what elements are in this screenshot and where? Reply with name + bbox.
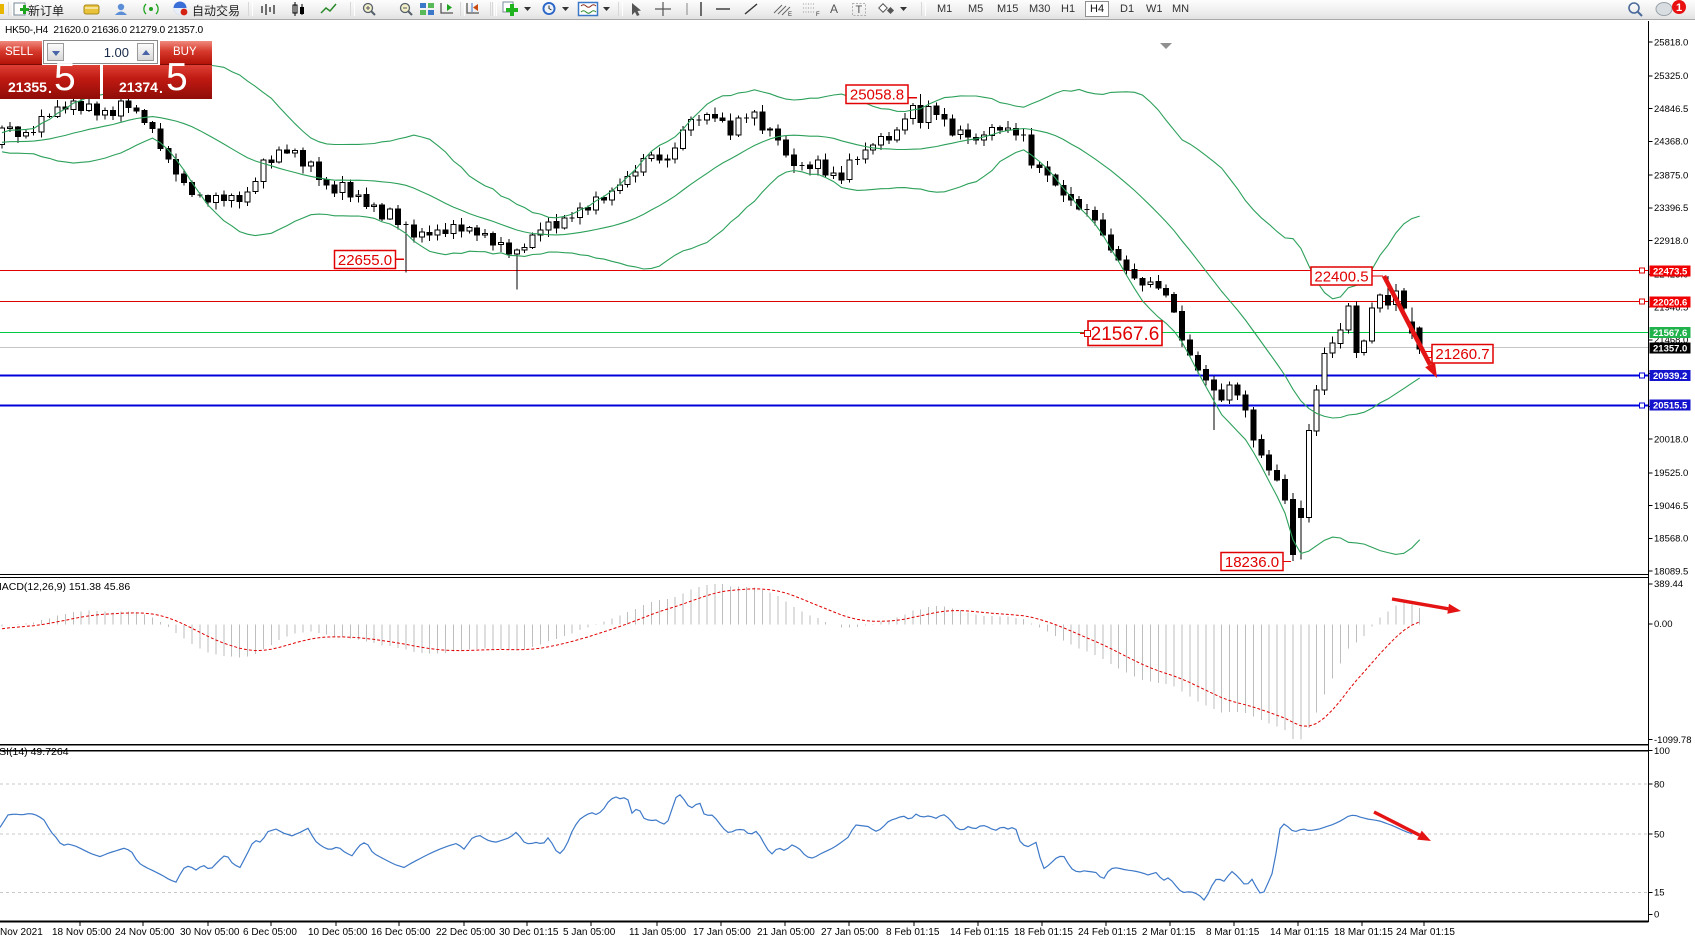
svg-text:24 Nov 05:00: 24 Nov 05:00: [115, 927, 175, 938]
svg-text:20515.5: 20515.5: [1653, 400, 1688, 411]
svg-text:24846.5: 24846.5: [1654, 104, 1688, 115]
svg-text:T: T: [856, 4, 863, 16]
svg-text:17 Jan 05:00: 17 Jan 05:00: [693, 927, 751, 938]
svg-text:21946.5: 21946.5: [1654, 302, 1688, 313]
svg-text:22 Dec 05:00: 22 Dec 05:00: [436, 927, 496, 938]
svg-text:20018.0: 20018.0: [1654, 434, 1688, 445]
svg-text:15: 15: [1654, 888, 1665, 899]
svg-text:21567.6: 21567.6: [1091, 324, 1160, 345]
svg-text:21357.0: 21357.0: [1653, 343, 1687, 354]
svg-text:2 Mar 01:15: 2 Mar 01:15: [1142, 927, 1196, 938]
svg-text:0: 0: [1654, 910, 1659, 921]
svg-text:22918.0: 22918.0: [1654, 236, 1688, 247]
svg-text:14 Mar 01:15: 14 Mar 01:15: [1270, 927, 1329, 938]
svg-text:18 Mar 01:15: 18 Mar 01:15: [1334, 927, 1393, 938]
svg-text:23396.5: 23396.5: [1654, 203, 1688, 214]
svg-text:14 Feb 01:15: 14 Feb 01:15: [950, 927, 1009, 938]
svg-text:25058.8: 25058.8: [850, 87, 904, 104]
svg-text:22400.5: 22400.5: [1314, 268, 1368, 285]
svg-text:19046.5: 19046.5: [1654, 501, 1688, 512]
svg-text:10 Dec 05:00: 10 Dec 05:00: [308, 927, 368, 938]
svg-text:24 Feb 01:15: 24 Feb 01:15: [1078, 927, 1137, 938]
svg-text:18236.0: 18236.0: [1225, 554, 1279, 571]
svg-text:18089.5: 18089.5: [1654, 566, 1688, 577]
svg-text:50: 50: [1654, 829, 1665, 840]
svg-text:100: 100: [1654, 746, 1670, 757]
svg-text:30 Dec 01:15: 30 Dec 01:15: [499, 927, 559, 938]
svg-text:F: F: [816, 12, 820, 18]
svg-text:A: A: [830, 2, 838, 16]
svg-text:22655.0: 22655.0: [338, 252, 392, 269]
svg-text:16 Dec 05:00: 16 Dec 05:00: [371, 927, 431, 938]
svg-text:8 Feb 01:15: 8 Feb 01:15: [886, 927, 940, 938]
svg-text:Nov 2021: Nov 2021: [0, 927, 43, 938]
svg-text:22020.6: 22020.6: [1653, 297, 1687, 308]
svg-text:24368.0: 24368.0: [1654, 137, 1688, 148]
svg-text:21 Jan 05:00: 21 Jan 05:00: [757, 927, 815, 938]
svg-text:27 Jan 05:00: 27 Jan 05:00: [821, 927, 879, 938]
svg-text:21468.0: 21468.0: [1654, 335, 1688, 346]
svg-text:30 Nov 05:00: 30 Nov 05:00: [180, 927, 240, 938]
svg-text:80: 80: [1654, 779, 1665, 790]
svg-text:23875.0: 23875.0: [1654, 170, 1688, 181]
svg-text:E: E: [788, 12, 792, 18]
svg-text:MACD(12,26,9) 151.38 45.86: MACD(12,26,9) 151.38 45.86: [0, 581, 130, 593]
svg-text:18 Feb 01:15: 18 Feb 01:15: [1014, 927, 1073, 938]
svg-text:1: 1: [1676, 2, 1682, 14]
svg-text:25325.0: 25325.0: [1654, 71, 1688, 82]
svg-text:20939.2: 20939.2: [1653, 371, 1687, 382]
svg-text:RSI(14) 49.7264: RSI(14) 49.7264: [0, 746, 69, 758]
svg-text:25818.0: 25818.0: [1654, 37, 1688, 48]
svg-text:18568.0: 18568.0: [1654, 534, 1688, 545]
svg-text:19525.0: 19525.0: [1654, 468, 1688, 479]
svg-text:-1099.78: -1099.78: [1654, 735, 1692, 746]
svg-text:24 Mar 01:15: 24 Mar 01:15: [1396, 927, 1455, 938]
svg-text:11 Jan 05:00: 11 Jan 05:00: [629, 927, 687, 938]
svg-text:18 Nov 05:00: 18 Nov 05:00: [52, 927, 112, 938]
svg-text:6 Dec 05:00: 6 Dec 05:00: [243, 927, 297, 938]
svg-text:5 Jan 05:00: 5 Jan 05:00: [563, 927, 616, 938]
svg-text:0.00: 0.00: [1654, 619, 1673, 630]
svg-text:8 Mar 01:15: 8 Mar 01:15: [1206, 927, 1260, 938]
svg-text:21567.6: 21567.6: [1653, 328, 1687, 339]
svg-text:22473.5: 22473.5: [1653, 266, 1688, 277]
svg-text:21260.7: 21260.7: [1435, 346, 1489, 363]
svg-text:389.44: 389.44: [1654, 579, 1683, 590]
